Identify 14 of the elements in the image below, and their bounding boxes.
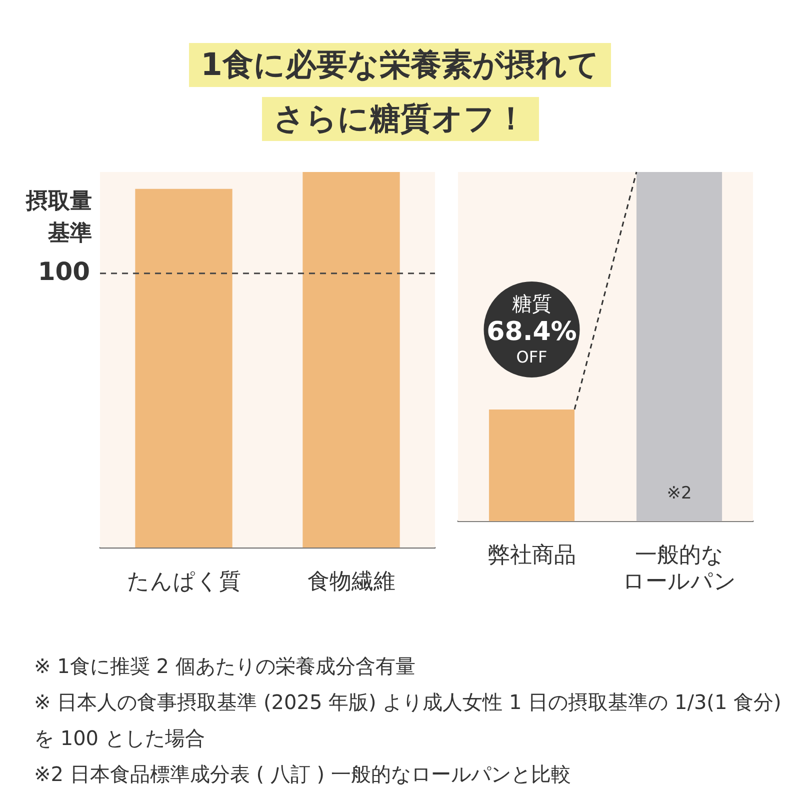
x-tick-label: 一般的なロールパン [622,543,736,595]
x-tick-label: たんぱく質 [126,570,241,595]
chart-title: 1食に必要な栄養素が摂れてさらに糖質オフ！ [188,43,612,141]
text: ※2 日本食品標準成分表 ( 八訂 ) 一般的なロールパンと比較 [34,761,572,788]
annotation: OFF [516,348,548,367]
annotation: 糖質 [512,292,552,316]
annotation: ※2 [666,484,692,504]
x-tick-label: 食物繊維 [307,570,396,595]
x-tick-label: 弊社商品 [488,543,576,568]
text: ※ 日本人の食事摂取基準 (2025 年版) より成人女性 1 日の摂取基準の 1/3(1 食分) を 100 とした場合 [34,689,782,752]
y-axis-title: 摂取量基準 [24,188,92,248]
text: ※ 1食に推奨 2 個あたりの栄養成分含有量 [34,653,416,680]
text: 100 [38,256,90,286]
annotation: 68.4% [486,317,577,348]
